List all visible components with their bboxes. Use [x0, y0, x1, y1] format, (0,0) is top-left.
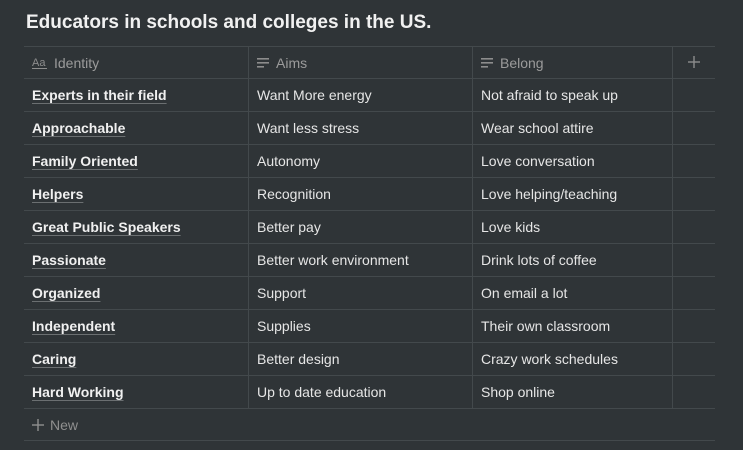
table-row[interactable]: Caring Better design Crazy work schedules	[24, 343, 715, 376]
table-row[interactable]: Independent Supplies Their own classroom	[24, 310, 715, 343]
table-row[interactable]: Helpers Recognition Love helping/teaching	[24, 178, 715, 211]
cell-aims[interactable]: Want less stress	[249, 112, 473, 144]
cell-aims[interactable]: Want More energy	[249, 79, 473, 111]
cell-identity[interactable]: Family Oriented	[24, 145, 249, 177]
cell-belong[interactable]: Love helping/teaching	[473, 178, 673, 210]
cell-identity[interactable]: Approachable	[24, 112, 249, 144]
identity-page-link[interactable]: Passionate	[32, 252, 106, 268]
cell-empty	[673, 112, 715, 144]
cell-empty	[673, 376, 715, 408]
column-header-belong[interactable]: Belong	[473, 47, 673, 78]
cell-aims[interactable]: Autonomy	[249, 145, 473, 177]
cell-belong[interactable]: Crazy work schedules	[473, 343, 673, 375]
title-aa-icon: Aa	[32, 56, 48, 70]
add-column-button[interactable]	[673, 47, 715, 78]
table-row[interactable]: Passionate Better work environment Drink l…	[24, 244, 715, 277]
text-lines-icon	[481, 57, 494, 69]
cell-belong[interactable]: Shop online	[473, 376, 673, 408]
table-row[interactable]: Organized Support On email a lot	[24, 277, 715, 310]
plus-icon	[688, 55, 700, 71]
cell-aims[interactable]: Supplies	[249, 310, 473, 342]
plus-icon	[32, 418, 44, 431]
cell-empty	[673, 211, 715, 243]
page-title: Educators in schools and colleges in the…	[26, 12, 432, 33]
cell-belong[interactable]: Love conversation	[473, 145, 673, 177]
column-header-label: Aims	[276, 54, 308, 71]
table-row[interactable]: Great Public Speakers Better pay Love kids	[24, 211, 715, 244]
cell-empty	[673, 145, 715, 177]
cell-empty	[673, 277, 715, 309]
cell-aims[interactable]: Up to date education	[249, 376, 473, 408]
cell-identity[interactable]: Passionate	[24, 244, 249, 276]
cell-empty	[673, 178, 715, 210]
cell-aims[interactable]: Better design	[249, 343, 473, 375]
identity-page-link[interactable]: Great Public Speakers	[32, 219, 181, 235]
cell-belong[interactable]: On email a lot	[473, 277, 673, 309]
identity-page-link[interactable]: Experts in their field	[32, 87, 167, 103]
cell-empty	[673, 310, 715, 342]
cell-belong[interactable]: Love kids	[473, 211, 673, 243]
cell-belong[interactable]: Drink lots of coffee	[473, 244, 673, 276]
new-row-label: New	[50, 416, 79, 433]
column-header-label: Identity	[54, 54, 100, 71]
cell-belong[interactable]: Wear school attire	[473, 112, 673, 144]
table-header-row: Aa Identity Aims	[24, 46, 715, 79]
column-header-aims[interactable]: Aims	[249, 47, 473, 78]
identity-page-link[interactable]: Organized	[32, 285, 101, 301]
cell-identity[interactable]: Independent	[24, 310, 249, 342]
column-header-label: Belong	[500, 54, 544, 71]
cell-identity[interactable]: Helpers	[24, 178, 249, 210]
table-row[interactable]: Family Oriented Autonomy Love conversation	[24, 145, 715, 178]
identity-page-link[interactable]: Caring	[32, 351, 77, 367]
identity-page-link[interactable]: Independent	[32, 318, 116, 334]
identity-page-link[interactable]: Family Oriented	[32, 153, 138, 169]
cell-aims[interactable]: Support	[249, 277, 473, 309]
cell-empty	[673, 244, 715, 276]
column-header-identity[interactable]: Aa Identity	[24, 47, 249, 78]
database-table: Aa Identity Aims	[24, 46, 715, 441]
cell-empty	[673, 79, 715, 111]
cell-identity[interactable]: Organized	[24, 277, 249, 309]
cell-belong[interactable]: Their own classroom	[473, 310, 673, 342]
table-row[interactable]: Hard Working Up to date education Shop onl…	[24, 376, 715, 409]
new-row-button[interactable]: New	[24, 409, 715, 441]
identity-page-link[interactable]: Hard Working	[32, 384, 124, 400]
identity-page-link[interactable]: Approachable	[32, 120, 126, 136]
cell-aims[interactable]: Better pay	[249, 211, 473, 243]
cell-identity[interactable]: Great Public Speakers	[24, 211, 249, 243]
cell-aims[interactable]: Recognition	[249, 178, 473, 210]
cell-belong[interactable]: Not afraid to speak up	[473, 79, 673, 111]
text-lines-icon	[257, 57, 270, 69]
svg-text:Aa: Aa	[32, 57, 46, 69]
cell-empty	[673, 343, 715, 375]
table-row[interactable]: Approachable Want less stress Wear school …	[24, 112, 715, 145]
identity-page-link[interactable]: Helpers	[32, 186, 84, 202]
table-body: Experts in their field Want More energy No…	[24, 79, 715, 409]
cell-identity[interactable]: Caring	[24, 343, 249, 375]
cell-identity[interactable]: Hard Working	[24, 376, 249, 408]
table-row[interactable]: Experts in their field Want More energy No…	[24, 79, 715, 112]
cell-identity[interactable]: Experts in their field	[24, 79, 249, 111]
cell-aims[interactable]: Better work environment	[249, 244, 473, 276]
